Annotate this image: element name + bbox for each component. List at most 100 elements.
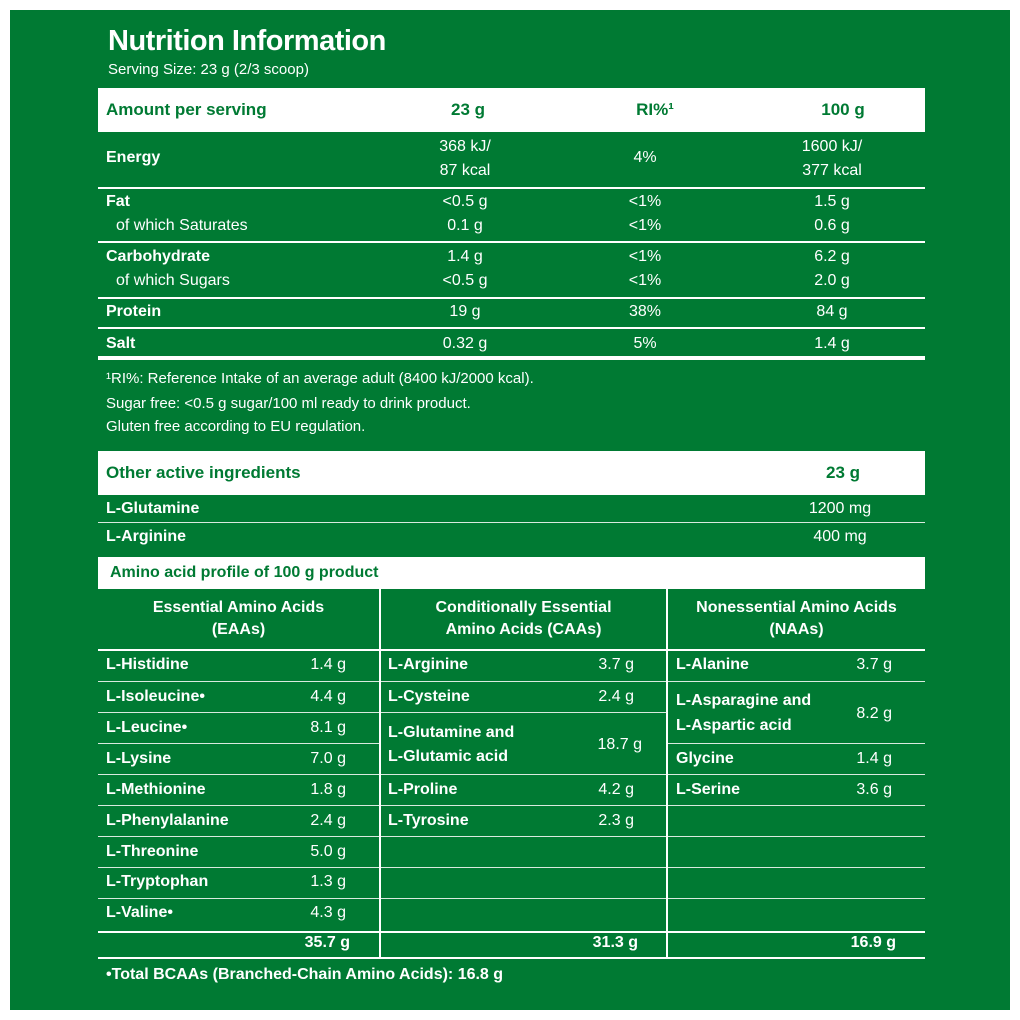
row-divider [381, 836, 666, 837]
nutrient-100g: 0.6 g [814, 217, 850, 234]
eaa-name: L-Methionine [106, 781, 206, 798]
nutrient-name: Protein [106, 303, 162, 320]
row-divider [381, 898, 666, 899]
row-divider [98, 774, 379, 775]
eaa-value: 8.1 g [310, 719, 346, 736]
energy-23g-kj: 368 kJ/ [439, 138, 491, 155]
nutrient-ri: <1% [628, 272, 662, 289]
row-divider [668, 836, 925, 837]
row-divider [381, 867, 666, 868]
row-divider [381, 681, 666, 682]
nutrient-100g: 1.5 g [814, 193, 850, 210]
other-ingredients-title: Other active ingredients [106, 463, 301, 482]
totals-bottom-rule [98, 957, 925, 959]
nutrient-ri: <1% [628, 193, 662, 210]
caa-header-line2: Amino Acids (CAAs) [445, 621, 602, 638]
eaa-value: 1.3 g [310, 873, 346, 890]
naa-name-line1: L-Asparagine and [676, 692, 812, 709]
row-divider [668, 805, 925, 806]
totals-rule [98, 931, 925, 933]
row-divider [98, 712, 379, 713]
row-divider [668, 743, 925, 744]
eaa-name: L-Phenylalanine [106, 812, 229, 829]
caa-value: 4.2 g [598, 781, 634, 798]
row-divider [98, 522, 925, 523]
row-divider [98, 836, 379, 837]
row-divider [98, 649, 925, 651]
row-divider [98, 867, 379, 868]
naa-name-line2: L-Aspartic acid [676, 717, 792, 734]
energy-23g-kcal: 87 kcal [439, 162, 491, 179]
nutrient-name: Carbohydrate [106, 248, 211, 265]
nutrient-100g: 2.0 g [814, 272, 850, 289]
naa-header-line1: Nonessential Amino Acids [696, 599, 897, 616]
ingredient-name: L-Arginine [106, 528, 186, 545]
note-gluten-free: Gluten free according to EU regulation. [106, 418, 366, 435]
row-divider [98, 681, 379, 682]
row-divider [381, 805, 666, 806]
ingredient-value: 1200 mg [808, 500, 872, 517]
column-divider [379, 589, 381, 958]
amino-header-bar: Amino acid profile of 100 g product [98, 557, 925, 589]
ingredient-value: 400 mg [813, 528, 867, 545]
eaa-header-line2: (EAAs) [211, 621, 266, 638]
row-divider [98, 327, 925, 329]
header-ri: RI%¹ [636, 100, 674, 119]
eaa-value: 1.4 g [310, 656, 346, 673]
row-divider [381, 774, 666, 775]
eaa-name: L-Threonine [106, 843, 199, 860]
caa-name-line2: L-Glutamic acid [388, 748, 509, 765]
eaa-value: 7.0 g [310, 750, 346, 767]
eaa-value: 4.4 g [310, 688, 346, 705]
naa-header-line2: (NAAs) [769, 621, 824, 638]
eaa-name: L-Isoleucine• [106, 688, 205, 705]
eaa-name: L-Valine• [106, 904, 173, 921]
nutrient-ri: 5% [633, 335, 657, 352]
eaa-header: Essential Amino Acids (EAAs) [98, 597, 379, 641]
eaa-value: 4.3 g [310, 904, 346, 921]
nutrient-name: Energy [106, 149, 161, 166]
nutrient-100g: 84 g [816, 303, 848, 320]
eaa-name: L-Histidine [106, 656, 189, 673]
other-ingredients-amount: 23 g [825, 463, 861, 482]
row-divider [98, 743, 379, 744]
caa-header: Conditionally Essential Amino Acids (CAA… [381, 597, 666, 641]
note-ri: ¹RI%: Reference Intake of an average adu… [106, 370, 534, 387]
naa-total: 16.9 g [850, 934, 896, 951]
caa-value: 3.7 g [598, 656, 634, 673]
ingredient-name: L-Glutamine [106, 500, 200, 517]
caa-name: L-Cysteine [388, 688, 470, 705]
row-divider [98, 297, 925, 299]
row-divider [668, 681, 925, 682]
nutrient-ri: 38% [628, 303, 662, 320]
bcaa-footnote: •Total BCAAs (Branched-Chain Amino Acids… [106, 966, 504, 983]
row-divider [668, 774, 925, 775]
header-23g: 23 g [450, 100, 486, 119]
nutrient-23g: 19 g [449, 303, 481, 320]
nutrient-ri: <1% [628, 217, 662, 234]
caa-name-line1: L-Glutamine and [388, 724, 515, 741]
naa-name: L-Serine [676, 781, 741, 798]
eaa-total: 35.7 g [304, 934, 350, 951]
eaa-value: 5.0 g [310, 843, 346, 860]
nutrient-23g: 1.4 g [447, 248, 483, 265]
header-100g: 100 g [821, 100, 865, 119]
row-divider [98, 241, 925, 243]
eaa-header-line1: Essential Amino Acids [152, 599, 325, 616]
caa-value: 2.3 g [598, 812, 634, 829]
caa-name: L-Arginine [388, 656, 468, 673]
caa-name: L-Proline [388, 781, 458, 798]
nutrient-100g: 6.2 g [814, 248, 850, 265]
eaa-value: 2.4 g [310, 812, 346, 829]
nutrient-100g: 1.4 g [814, 335, 850, 352]
nutrient-ri: <1% [628, 248, 662, 265]
energy-100g-kcal: 377 kcal [802, 162, 862, 179]
header-amount-per-serving: Amount per serving [106, 100, 267, 119]
caa-name: L-Tyrosine [388, 812, 469, 829]
table-bottom-rule [98, 356, 925, 360]
nutrient-23g: 0.1 g [447, 217, 483, 234]
caa-total: 31.3 g [592, 934, 638, 951]
note-sugar-free: Sugar free: <0.5 g sugar/100 ml ready to… [106, 395, 471, 412]
nutrient-name: Salt [106, 335, 136, 352]
naa-value: 3.6 g [856, 781, 892, 798]
